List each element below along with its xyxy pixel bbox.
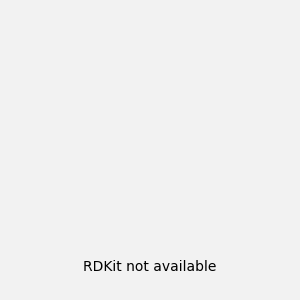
Text: RDKit not available: RDKit not available [83, 260, 217, 274]
